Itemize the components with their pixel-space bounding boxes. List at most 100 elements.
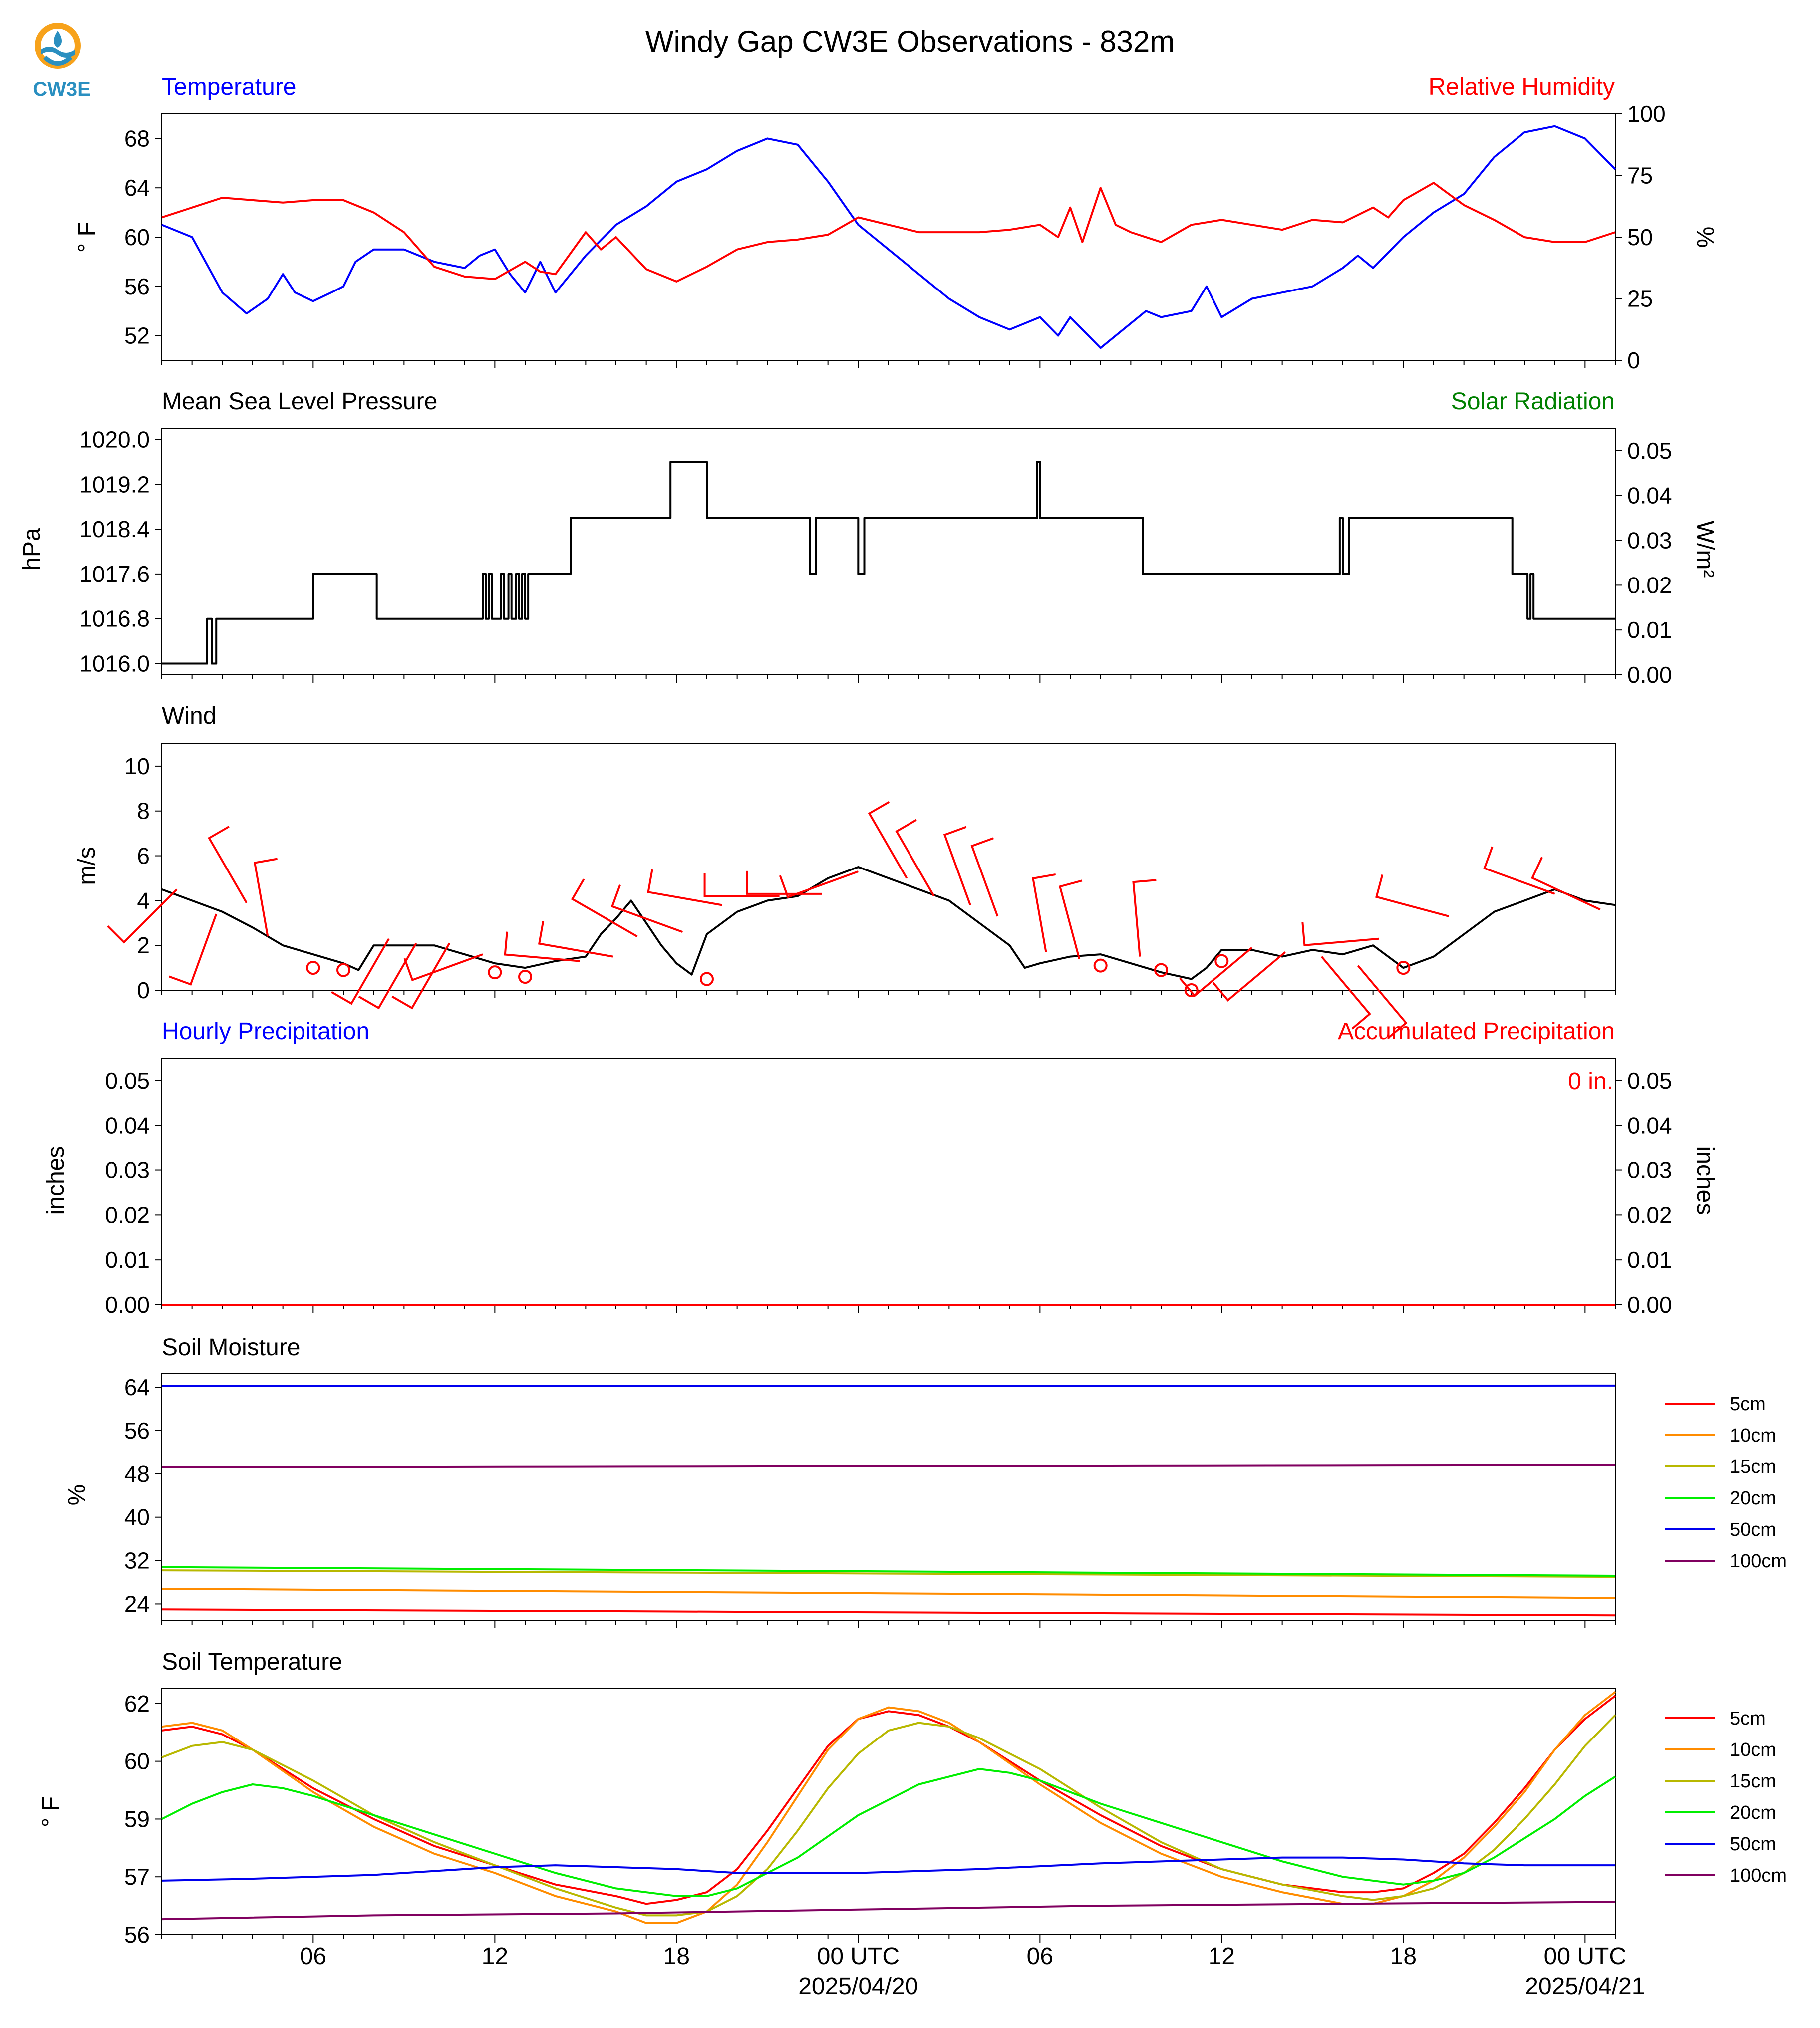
cw3e-logo xyxy=(35,23,81,69)
y-tick-label: 0.04 xyxy=(105,1113,150,1139)
x-axis-labels: 06 12 18 00 UTC 2025/04/20 06 12 18 00 UTC 2025/0… xyxy=(300,1943,1645,2000)
plot-frame xyxy=(161,1058,1616,1305)
x-tick-label: 00 UTC xyxy=(817,1943,900,1970)
y-tick-label: 8 xyxy=(137,798,150,824)
wind-title: Wind xyxy=(162,703,216,729)
y-tick-label-right: 50 xyxy=(1627,224,1653,250)
y-tick-label: 0.05 xyxy=(105,1068,150,1094)
y-tick-label-right: 0.01 xyxy=(1627,617,1672,643)
legend-label: 50cm xyxy=(1730,1834,1776,1855)
y-tick-label: 52 xyxy=(124,323,150,349)
y-tick-label: 64 xyxy=(124,1374,150,1400)
soil-moisture-ylabel: % xyxy=(64,1484,90,1506)
temperature-line xyxy=(161,125,1616,349)
soil-moisture-line xyxy=(161,1608,1616,1617)
wind-barb xyxy=(1357,965,1408,1039)
soil-temperature-line xyxy=(161,1901,1616,1921)
wind-barb xyxy=(1058,879,1083,959)
wind-barb xyxy=(403,953,483,982)
calm-wind-marker xyxy=(336,963,350,977)
hourly-precip-title: Hourly Precipitation xyxy=(162,1018,369,1045)
soil-temperature-line xyxy=(161,1856,1615,1882)
wind-barb xyxy=(779,870,859,898)
soil-temperature-line xyxy=(161,1714,1616,1917)
y-tick-label: 40 xyxy=(124,1504,150,1530)
solar-title: Solar Radiation xyxy=(1451,388,1615,415)
wind-barb xyxy=(391,942,451,1010)
wind-data xyxy=(107,801,1616,1039)
legend-label: 20cm xyxy=(1730,1488,1776,1509)
wind-barb xyxy=(168,913,218,986)
y-tick-label: 10 xyxy=(124,753,150,779)
x-tick-label: 18 xyxy=(663,1943,690,1970)
x-tick-label: 06 xyxy=(300,1943,326,1970)
figure-title: Windy Gap CW3E Observations - 832m xyxy=(645,25,1175,58)
y-tick-label: 0.02 xyxy=(105,1202,150,1228)
y-tick-label-right: 100 xyxy=(1627,101,1666,127)
y-tick-label: 1017.6 xyxy=(79,561,150,587)
wind-barb xyxy=(647,869,722,906)
wind-barb xyxy=(504,931,580,962)
y-tick-label-right: 0.05 xyxy=(1627,438,1672,464)
y-tick-label-right: 25 xyxy=(1627,286,1653,312)
wind-barb xyxy=(1301,922,1379,946)
y-tick-label-right: 0.01 xyxy=(1627,1247,1672,1273)
y-tick-label-right: 0.05 xyxy=(1627,1068,1672,1094)
legend-label: 100cm xyxy=(1730,1865,1787,1886)
y-tick-label: 68 xyxy=(124,125,150,151)
x-tick-label: 12 xyxy=(1209,1943,1235,1970)
y-tick-label: 1019.2 xyxy=(79,471,150,497)
wind-barb xyxy=(895,819,935,897)
y-tick-label: 0.03 xyxy=(105,1158,150,1183)
y-tick-label-right: 0.02 xyxy=(1627,572,1672,598)
wind-axes: 0 2 4 6 8 10 xyxy=(124,743,1616,1003)
panel-soil-temperature: Soil Temperature ° F 56 57 59 60 62 5cm 10cm 1… xyxy=(38,1649,1787,2000)
legend-label: 10cm xyxy=(1730,1425,1776,1446)
y-tick-label: 1020.0 xyxy=(79,426,150,452)
x-date-label: 2025/04/20 xyxy=(798,1973,918,2000)
x-tick-label: 00 UTC xyxy=(1544,1943,1626,1970)
wind-barb xyxy=(1212,951,1286,1002)
y-tick-label: 57 xyxy=(124,1864,150,1890)
wind-barb xyxy=(1375,874,1449,917)
y-tick-label: 0 xyxy=(137,977,150,1003)
y-tick-label: 60 xyxy=(124,1748,150,1774)
legend-label: 10cm xyxy=(1730,1739,1776,1760)
calm-wind-marker xyxy=(1154,963,1168,977)
calm-wind-marker xyxy=(1214,954,1229,968)
solar-ylabel: W/m² xyxy=(1692,521,1718,578)
wind-barb xyxy=(358,942,417,1010)
y-tick-label: 1018.4 xyxy=(79,516,150,542)
legend-label: 15cm xyxy=(1730,1456,1776,1477)
soil-moisture-line xyxy=(161,1464,1616,1468)
legend-label: 5cm xyxy=(1730,1394,1766,1415)
pressure-axes: 1016.0 1016.8 1017.6 1018.4 1019.2 1020.0 0.00… xyxy=(79,426,1672,688)
temperature-title: Temperature xyxy=(162,74,296,100)
pressure-ylabel: hPa xyxy=(19,528,45,571)
wind-barb xyxy=(1483,846,1555,895)
panel-wind: Wind m/s 0 2 4 6 8 10 xyxy=(74,703,1616,1039)
temperature-data xyxy=(161,125,1616,349)
soil-moisture-line xyxy=(161,1569,1616,1578)
y-tick-label-right: 0.03 xyxy=(1627,528,1672,554)
wind-barb xyxy=(538,920,613,958)
humidity-ylabel: % xyxy=(1692,227,1718,248)
wind-ylabel: m/s xyxy=(74,847,100,885)
calm-wind-marker xyxy=(306,961,320,975)
soil-moisture-title: Soil Moisture xyxy=(162,1334,300,1361)
y-tick-label: 1016.0 xyxy=(79,651,150,677)
calm-wind-marker xyxy=(488,965,502,980)
x-date-label: 2025/04/21 xyxy=(1525,1973,1645,2000)
x-tick-label: 12 xyxy=(482,1943,508,1970)
panel-pressure: Mean Sea Level Pressure Solar Radiation … xyxy=(19,388,1718,688)
soil-temperature-legend: 5cm 10cm 15cm 20cm 50cm 100cm xyxy=(1665,1708,1787,1886)
y-tick-label-right: 0.02 xyxy=(1627,1202,1672,1228)
wind-barb xyxy=(703,873,780,897)
legend-label: 100cm xyxy=(1730,1551,1787,1572)
wind-barb xyxy=(331,938,390,1005)
y-tick-label: 24 xyxy=(124,1591,150,1617)
soil-moisture-axes: 24 32 40 48 56 64 xyxy=(124,1373,1616,1628)
wind-speed-line xyxy=(161,866,1616,980)
y-tick-label-right: 0.04 xyxy=(1627,1113,1672,1139)
